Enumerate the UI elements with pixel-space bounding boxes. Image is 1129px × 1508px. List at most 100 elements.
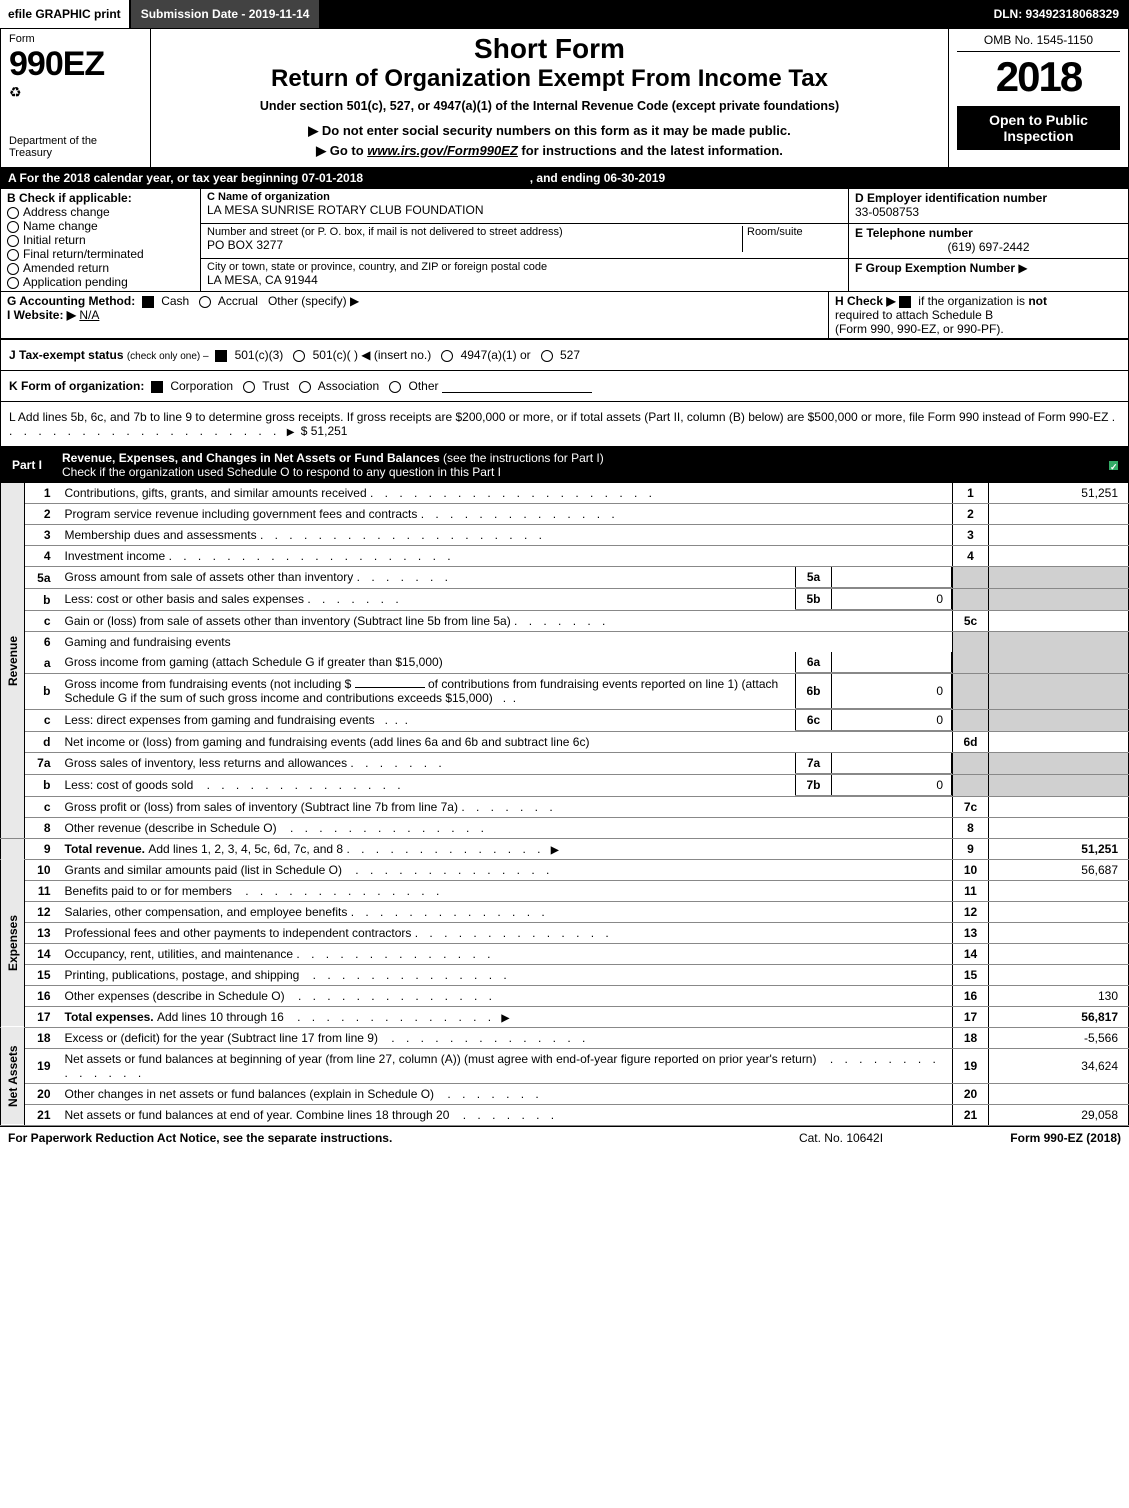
dots: . . . . . . . . . . . . . . <box>391 1031 589 1045</box>
dots: . . . . . . . . . . . . . . <box>351 905 549 919</box>
footer-cat-no: Cat. No. 10642I <box>741 1131 941 1145</box>
opt-address-change: Address change <box>23 205 110 219</box>
h-text2: required to attach Schedule B <box>835 308 993 322</box>
tax-period-row: A For the 2018 calendar year, or tax yea… <box>0 168 1129 188</box>
opt-name-change: Name change <box>23 219 98 233</box>
row-5b-minival: 0 <box>832 589 952 610</box>
part-1-header: Part I Revenue, Expenses, and Changes in… <box>0 447 1129 483</box>
row-6c-miniref: 6c <box>796 710 832 731</box>
opt-527: 527 <box>560 348 580 362</box>
org-name: LA MESA SUNRISE ROTARY CLUB FOUNDATION <box>207 203 842 217</box>
chk-h[interactable] <box>899 296 911 308</box>
row-13-ref: 13 <box>953 922 989 943</box>
org-address: PO BOX 3277 <box>207 238 742 252</box>
efile-print-button[interactable]: efile GRAPHIC print <box>0 0 129 28</box>
chk-501c[interactable] <box>293 350 305 362</box>
section-e-label: E Telephone number <box>855 226 1122 240</box>
period-end: , and ending 06-30-2019 <box>530 171 665 185</box>
row-8-num: 8 <box>25 817 61 838</box>
row-15-num: 15 <box>25 964 61 985</box>
chk-amended-return[interactable] <box>7 263 19 275</box>
opt-accrual: Accrual <box>218 294 258 308</box>
dots: . . . . . . . . . . . . . . . . . . . . <box>169 549 455 563</box>
row-2-num: 2 <box>25 504 61 525</box>
chk-501c3[interactable] <box>215 350 227 362</box>
row-19-num: 19 <box>25 1048 61 1083</box>
opt-trust: Trust <box>262 379 289 393</box>
row-9-num: 9 <box>25 838 61 859</box>
row-1-desc: Contributions, gifts, grants, and simila… <box>65 486 367 500</box>
ein-value: 33-0508753 <box>855 205 1122 219</box>
top-strip: efile GRAPHIC print Submission Date - 20… <box>0 0 1129 28</box>
row-21-ref: 21 <box>953 1104 989 1125</box>
row-6a-miniref: 6a <box>796 652 832 673</box>
row-5c-num: c <box>25 611 61 632</box>
chk-527[interactable] <box>541 350 553 362</box>
chk-corporation[interactable] <box>151 381 163 393</box>
recycle-icon: ♻ <box>9 84 142 101</box>
part-1-label: Part I <box>0 454 54 476</box>
section-d-label: D Employer identification number <box>855 191 1122 205</box>
row-6d-val <box>989 731 1129 752</box>
chk-application-pending[interactable] <box>7 277 19 289</box>
chk-final-return[interactable] <box>7 249 19 261</box>
row-3-desc: Membership dues and assessments <box>65 528 257 542</box>
row-1-ref: 1 <box>953 483 989 504</box>
part-1-title: Revenue, Expenses, and Changes in Net As… <box>62 451 440 465</box>
chk-name-change[interactable] <box>7 221 19 233</box>
dept-label: Department of the Treasury <box>9 135 142 159</box>
h-text1: if the organization is <box>918 294 1028 308</box>
opt-association: Association <box>318 379 379 393</box>
chk-cash[interactable] <box>142 296 154 308</box>
row-7b-desc: Less: cost of goods sold <box>65 778 194 792</box>
dots: . . . . . . . <box>447 1087 542 1101</box>
dots: . . . . . . . <box>514 614 609 628</box>
org-info-table: B Check if applicable: Address change Na… <box>0 188 1129 292</box>
dots: . . . . . . . . . . . . . . <box>355 863 553 877</box>
chk-accrual[interactable] <box>199 296 211 308</box>
section-b-title: B Check if applicable: <box>7 191 194 205</box>
website-value: N/A <box>79 308 99 322</box>
row-4-val <box>989 546 1129 567</box>
chk-association[interactable] <box>299 381 311 393</box>
chk-schedule-o[interactable] <box>1108 460 1119 471</box>
chk-initial-return[interactable] <box>7 235 19 247</box>
row-5c-desc: Gain or (loss) from sale of assets other… <box>65 614 511 628</box>
row-5a-miniref: 5a <box>796 567 832 588</box>
row-5a-desc: Gross amount from sale of assets other t… <box>65 570 354 584</box>
row-19-desc: Net assets or fund balances at beginning… <box>65 1052 817 1066</box>
row-5a-minival <box>832 567 952 588</box>
opt-amended-return: Amended return <box>23 261 109 275</box>
row-8-val <box>989 817 1129 838</box>
row-15-ref: 15 <box>953 964 989 985</box>
row-6d-num: d <box>25 731 61 752</box>
netassets-side-label: Net Assets <box>1 1027 25 1125</box>
row-20-ref: 20 <box>953 1083 989 1104</box>
row-6b-miniref: 6b <box>796 674 832 708</box>
chk-address-change[interactable] <box>7 207 19 219</box>
opt-final-return: Final return/terminated <box>23 247 144 261</box>
dots: . . . . . . . . . . . . . . <box>346 842 544 856</box>
row-20-val <box>989 1083 1129 1104</box>
chk-other-org[interactable] <box>389 381 401 393</box>
chk-trust[interactable] <box>243 381 255 393</box>
section-j-label: J Tax-exempt status <box>9 348 124 362</box>
goto-text: ▶ Go to www.irs.gov/Form990EZ for instru… <box>159 143 940 159</box>
addr-label: Number and street (or P. O. box, if mail… <box>207 226 742 238</box>
dots: . . . . . . . . . . . . . . . . . . . . <box>370 486 656 500</box>
row-19-val: 34,624 <box>989 1048 1129 1083</box>
irs-link[interactable]: www.irs.gov/Form990EZ <box>367 143 518 158</box>
row-5c-ref: 5c <box>953 611 989 632</box>
row-10-ref: 10 <box>953 859 989 880</box>
dots: . . . . . . . <box>461 800 556 814</box>
row-18-val: -5,566 <box>989 1027 1129 1048</box>
dots: . . . . . . . . . . . . . . <box>207 778 405 792</box>
row-21-desc: Net assets or fund balances at end of ye… <box>65 1108 450 1122</box>
row-7b-miniref: 7b <box>796 775 832 796</box>
row-5a-num: 5a <box>25 567 61 589</box>
row-5b-miniref: 5b <box>796 589 832 610</box>
row-15-desc: Printing, publications, postage, and shi… <box>65 968 300 982</box>
section-c-label: C Name of organization <box>207 191 842 203</box>
row-14-ref: 14 <box>953 943 989 964</box>
chk-4947[interactable] <box>441 350 453 362</box>
